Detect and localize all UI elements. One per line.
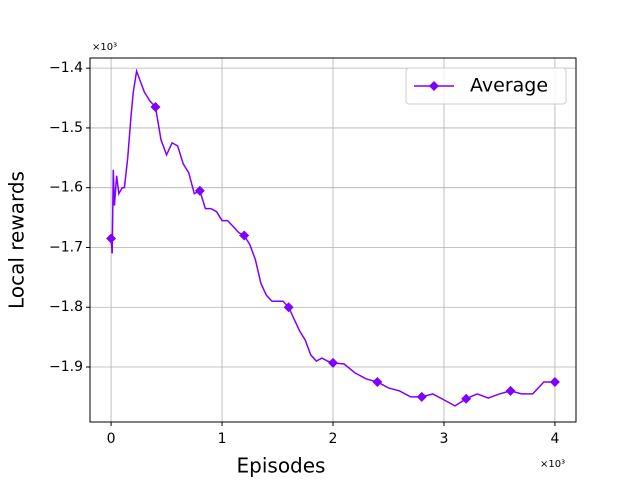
legend-marker <box>429 81 439 91</box>
marker <box>372 376 383 387</box>
x-tick-label: 2 <box>329 431 338 447</box>
x-offset-label: ×10³ <box>540 459 565 470</box>
x-tick-label: 4 <box>550 431 559 447</box>
marker <box>505 385 516 396</box>
marker <box>239 230 250 241</box>
plot-frame <box>89 57 577 423</box>
y-tick-label: −1.8 <box>49 299 83 315</box>
line <box>110 68 555 407</box>
x-tick-label: 3 <box>439 431 448 447</box>
x-axis-label: Episodes <box>237 454 326 478</box>
x-tick-label: 0 <box>107 431 116 447</box>
marker <box>106 233 117 244</box>
marker <box>416 391 427 402</box>
marker <box>461 393 472 404</box>
legend-label: Average <box>470 75 548 97</box>
y-offset-label: ×10³ <box>92 42 117 53</box>
marker <box>150 102 161 113</box>
y-tick-label: −1.6 <box>49 180 83 196</box>
marker <box>283 302 294 313</box>
y-tick-label: −1.5 <box>49 120 83 136</box>
y-tick-label: −1.4 <box>49 60 83 76</box>
y-tick-label: −1.9 <box>49 359 83 375</box>
y-tick-label: −1.7 <box>49 239 83 255</box>
y-axis-label: Local rewards <box>5 171 29 309</box>
marker <box>549 376 560 387</box>
marker <box>194 185 205 196</box>
legend-box <box>405 67 567 105</box>
x-tick-label: 1 <box>218 431 227 447</box>
marker <box>328 357 338 368</box>
